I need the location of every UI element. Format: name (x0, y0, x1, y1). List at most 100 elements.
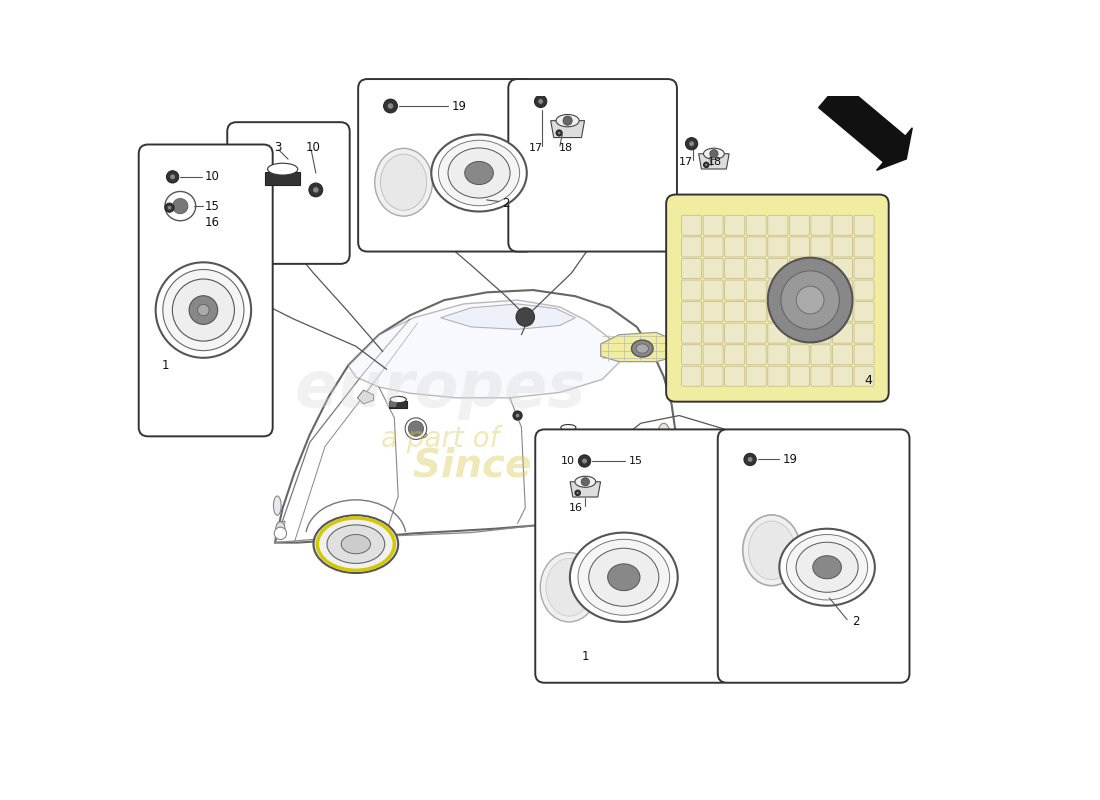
Ellipse shape (341, 534, 371, 554)
Ellipse shape (165, 191, 196, 221)
Ellipse shape (742, 515, 801, 586)
Circle shape (616, 441, 619, 444)
FancyBboxPatch shape (790, 323, 810, 343)
Text: 15: 15 (628, 456, 642, 466)
FancyBboxPatch shape (811, 302, 830, 322)
Ellipse shape (557, 114, 579, 126)
Polygon shape (440, 304, 575, 330)
Text: 16: 16 (569, 503, 582, 513)
Ellipse shape (588, 548, 659, 606)
FancyBboxPatch shape (854, 258, 874, 278)
FancyBboxPatch shape (725, 345, 745, 365)
FancyBboxPatch shape (725, 302, 745, 322)
Ellipse shape (813, 556, 842, 578)
Circle shape (558, 132, 560, 134)
Ellipse shape (327, 525, 385, 563)
FancyBboxPatch shape (833, 237, 853, 257)
Circle shape (781, 270, 839, 330)
FancyBboxPatch shape (811, 345, 830, 365)
Circle shape (274, 527, 286, 539)
Circle shape (156, 262, 251, 358)
Circle shape (163, 270, 244, 350)
Text: a part of: a part of (382, 425, 499, 453)
Circle shape (704, 162, 710, 168)
FancyBboxPatch shape (746, 366, 767, 386)
FancyBboxPatch shape (811, 258, 830, 278)
FancyBboxPatch shape (746, 237, 767, 257)
Text: 18: 18 (707, 158, 722, 167)
FancyBboxPatch shape (811, 323, 830, 343)
Text: 10: 10 (205, 170, 220, 183)
FancyBboxPatch shape (228, 122, 350, 264)
FancyBboxPatch shape (682, 215, 702, 235)
Ellipse shape (405, 418, 427, 439)
Polygon shape (389, 402, 407, 408)
Ellipse shape (390, 396, 406, 402)
FancyBboxPatch shape (768, 302, 788, 322)
Text: 17: 17 (680, 158, 693, 167)
FancyBboxPatch shape (790, 215, 810, 235)
Circle shape (165, 203, 174, 212)
FancyBboxPatch shape (725, 366, 745, 386)
FancyBboxPatch shape (833, 215, 853, 235)
Circle shape (173, 279, 234, 341)
Circle shape (189, 296, 218, 324)
Circle shape (170, 174, 175, 179)
FancyBboxPatch shape (833, 345, 853, 365)
FancyBboxPatch shape (746, 215, 767, 235)
Circle shape (579, 455, 591, 467)
FancyBboxPatch shape (725, 237, 745, 257)
FancyBboxPatch shape (703, 366, 723, 386)
Ellipse shape (786, 534, 868, 600)
Circle shape (535, 95, 547, 107)
Ellipse shape (636, 344, 648, 353)
FancyBboxPatch shape (768, 215, 788, 235)
Circle shape (705, 164, 707, 166)
Text: 16: 16 (205, 216, 220, 229)
Text: 3: 3 (274, 141, 282, 154)
FancyBboxPatch shape (790, 366, 810, 386)
Circle shape (384, 99, 397, 113)
FancyBboxPatch shape (746, 345, 767, 365)
Circle shape (557, 130, 562, 136)
Text: 15: 15 (205, 200, 220, 213)
Text: 2: 2 (502, 198, 509, 210)
Circle shape (516, 308, 535, 326)
FancyBboxPatch shape (667, 194, 889, 402)
Text: 1: 1 (162, 359, 169, 372)
FancyBboxPatch shape (768, 258, 788, 278)
Ellipse shape (381, 154, 427, 210)
Polygon shape (601, 332, 680, 362)
Circle shape (689, 142, 694, 146)
Ellipse shape (274, 496, 282, 515)
Ellipse shape (562, 504, 619, 542)
Circle shape (166, 170, 178, 183)
Ellipse shape (576, 514, 605, 533)
Ellipse shape (748, 521, 794, 579)
Text: 2: 2 (851, 614, 859, 628)
FancyBboxPatch shape (854, 302, 874, 322)
Polygon shape (265, 172, 300, 186)
FancyBboxPatch shape (717, 430, 910, 682)
FancyBboxPatch shape (811, 215, 830, 235)
Text: 19: 19 (451, 99, 466, 113)
Ellipse shape (539, 436, 558, 444)
FancyBboxPatch shape (811, 237, 830, 257)
Polygon shape (348, 300, 625, 398)
FancyBboxPatch shape (811, 366, 830, 386)
FancyBboxPatch shape (854, 345, 874, 365)
Ellipse shape (448, 148, 510, 198)
FancyBboxPatch shape (703, 215, 723, 235)
FancyBboxPatch shape (768, 366, 788, 386)
FancyBboxPatch shape (703, 237, 723, 257)
Circle shape (582, 458, 587, 463)
FancyBboxPatch shape (703, 258, 723, 278)
Circle shape (563, 116, 572, 126)
Circle shape (796, 286, 824, 314)
Circle shape (173, 198, 188, 214)
Ellipse shape (657, 423, 671, 454)
FancyBboxPatch shape (746, 280, 767, 300)
Ellipse shape (375, 148, 432, 216)
Ellipse shape (631, 340, 653, 357)
Ellipse shape (546, 558, 592, 616)
